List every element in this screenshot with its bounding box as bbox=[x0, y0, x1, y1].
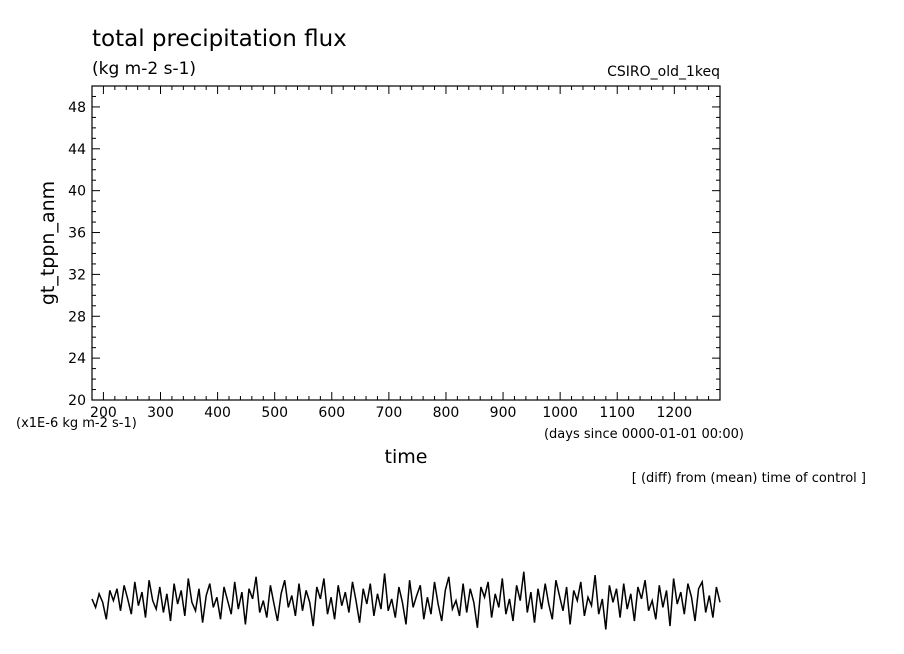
x-tick-label: 1100 bbox=[599, 405, 635, 421]
x-axis-label: time bbox=[385, 446, 428, 468]
x-units-label: (days since 0000-01-01 00:00) bbox=[544, 427, 744, 442]
model-label: CSIRO_old_1keq bbox=[607, 64, 720, 80]
x-tick-label: 900 bbox=[490, 405, 517, 421]
y-tick-label: 36 bbox=[68, 226, 86, 242]
y-tick-label: 28 bbox=[68, 309, 86, 325]
plot-frame bbox=[91, 85, 721, 401]
y-tick-label: 40 bbox=[68, 184, 86, 200]
series-line-0 bbox=[91, 571, 721, 630]
x-tick-label: 600 bbox=[318, 405, 345, 421]
y-scale-note: (x1E-6 kg m-2 s-1) bbox=[16, 416, 137, 431]
y-tick-label: 48 bbox=[68, 100, 86, 116]
chart-title: total precipitation flux bbox=[92, 26, 347, 52]
y-tick-label: 32 bbox=[68, 267, 86, 283]
y-tick-label: 44 bbox=[68, 142, 86, 158]
diff-note: [ (diff) from (mean) time of control ] bbox=[632, 471, 866, 486]
y-axis-label: gt_tppn_anm bbox=[37, 181, 59, 305]
x-tick-label: 400 bbox=[204, 405, 231, 421]
x-tick-label: 1000 bbox=[542, 405, 578, 421]
x-tick-label: 1200 bbox=[657, 405, 693, 421]
y-axis: 20 24 28 32 36 40 44 48 bbox=[68, 85, 720, 409]
chart-subtitle: (kg m-2 s-1) bbox=[92, 59, 196, 79]
x-tick-label: 800 bbox=[433, 405, 460, 421]
x-axis: 200 300 400 500 600 700 800 900 1000 1100 1200 bbox=[90, 86, 721, 421]
x-tick-label: 500 bbox=[261, 405, 288, 421]
x-tick-label: 300 bbox=[147, 405, 174, 421]
x-tick-label: 700 bbox=[376, 405, 403, 421]
y-tick-label: 20 bbox=[68, 393, 86, 409]
y-tick-label: 24 bbox=[68, 351, 86, 367]
x-tick-label: 200 bbox=[90, 405, 117, 421]
